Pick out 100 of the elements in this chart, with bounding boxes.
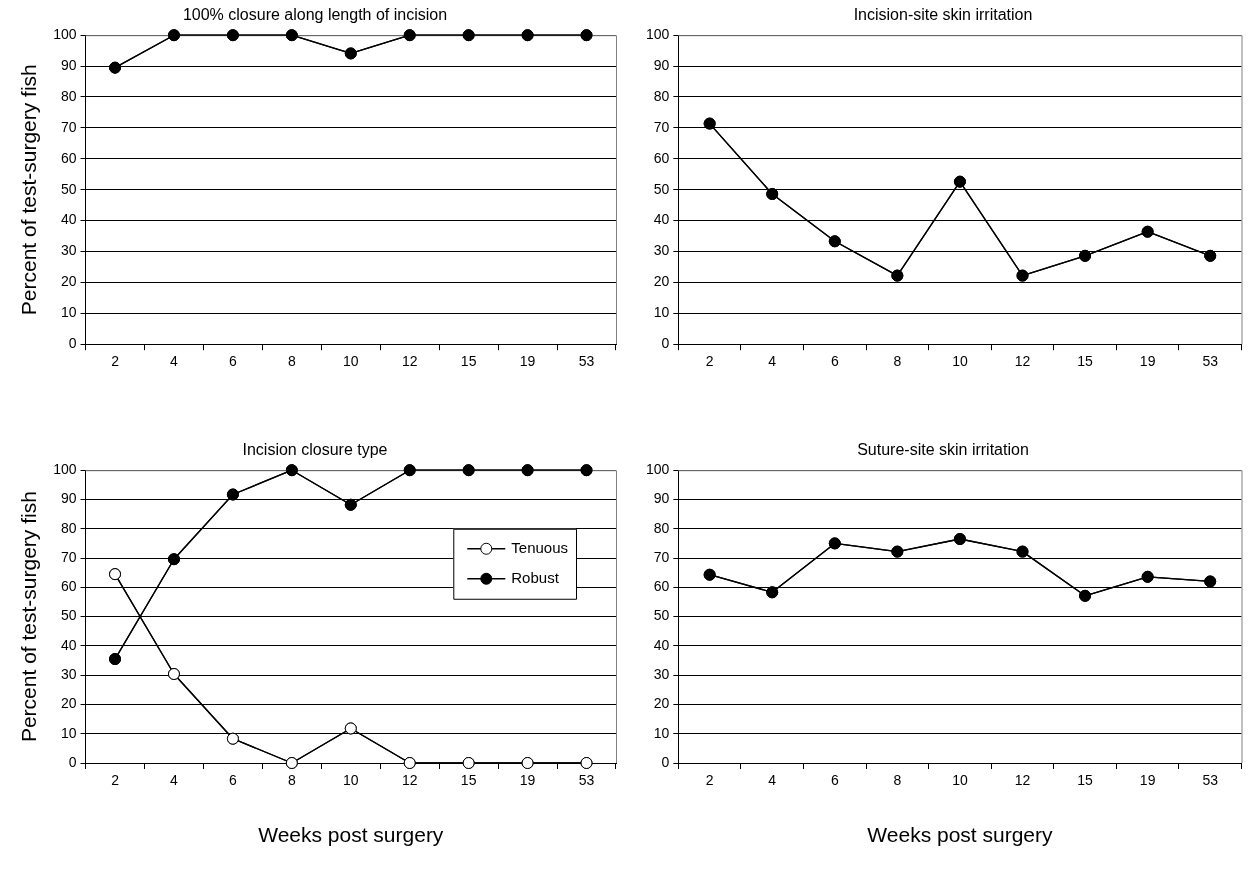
x-tick-label: 4 <box>768 772 777 789</box>
point <box>828 235 841 248</box>
y-tick-label: 30 <box>653 242 670 259</box>
point <box>521 757 534 769</box>
chart-title: Suture-site skin irritation <box>857 441 1029 459</box>
point <box>109 653 122 666</box>
point <box>1016 545 1029 558</box>
point <box>462 29 475 42</box>
y-axis-title: Percent of test-surgery fish <box>17 491 41 743</box>
point <box>167 667 180 680</box>
y-tick-label: 0 <box>661 335 670 352</box>
y-tick-label: 30 <box>60 242 77 259</box>
x-tick-label: 12 <box>401 772 418 789</box>
point <box>766 586 779 599</box>
y-tick-label: 80 <box>653 87 670 104</box>
point <box>403 757 416 769</box>
x-tick-label: 19 <box>519 772 536 789</box>
x-tick-label: 19 <box>1139 772 1156 789</box>
y-tick-label: 30 <box>60 666 77 683</box>
point <box>285 29 298 42</box>
x-tick-label: 8 <box>287 353 296 370</box>
y-tick-label: 100 <box>646 461 670 478</box>
point <box>462 757 475 769</box>
point <box>344 47 357 60</box>
x-axis-title: Weeks post surgery <box>867 823 1054 847</box>
chart-title: Incision closure type <box>242 441 388 459</box>
point <box>891 545 904 558</box>
point <box>167 29 180 42</box>
point <box>521 29 534 42</box>
y-tick-label: 90 <box>653 490 670 507</box>
y-tick-label: 60 <box>60 578 77 595</box>
x-tick-label: 4 <box>768 353 777 370</box>
legend-label: Robust <box>511 568 560 586</box>
y-tick-label: 80 <box>60 519 77 536</box>
point <box>344 498 357 511</box>
point <box>891 269 904 282</box>
x-tick-label: 4 <box>170 772 179 789</box>
y-tick-label: 70 <box>653 548 670 565</box>
y-tick-label: 70 <box>60 548 77 565</box>
y-tick-label: 20 <box>60 695 77 712</box>
y-tick-label: 50 <box>653 607 670 624</box>
point <box>226 488 239 501</box>
y-tick-label: 90 <box>60 56 77 73</box>
point <box>1204 249 1217 262</box>
x-tick-label: 6 <box>830 353 839 370</box>
point <box>109 61 122 74</box>
x-tick-label: 4 <box>170 353 179 370</box>
y-tick-label: 40 <box>60 636 77 653</box>
y-tick-label: 60 <box>653 149 670 166</box>
y-tick-label: 10 <box>60 724 77 741</box>
point <box>766 188 779 201</box>
point <box>1016 269 1029 282</box>
y-tick-label: 0 <box>68 753 77 770</box>
y-tick-label: 0 <box>68 335 77 352</box>
y-tick-label: 50 <box>653 180 670 197</box>
x-tick-label: 53 <box>578 353 595 370</box>
point <box>953 175 966 188</box>
x-tick-label: 15 <box>460 772 477 789</box>
point <box>226 732 239 745</box>
y-tick-label: 90 <box>60 490 77 507</box>
y-tick-label: 80 <box>653 519 670 536</box>
x-tick-label: 8 <box>893 772 902 789</box>
x-tick-label: 2 <box>705 353 714 370</box>
point <box>109 568 122 581</box>
chart-title: 100% closure along length of incision <box>182 6 448 24</box>
x-tick-label: 12 <box>401 353 418 370</box>
point <box>1079 249 1092 262</box>
x-tick-label: 53 <box>578 772 595 789</box>
point <box>462 464 475 477</box>
x-tick-label: 10 <box>342 353 359 370</box>
x-tick-label: 10 <box>342 772 359 789</box>
x-tick-label: 19 <box>519 353 536 370</box>
point <box>285 464 298 477</box>
x-tick-label: 2 <box>705 772 714 789</box>
y-tick-label: 10 <box>653 724 670 741</box>
y-axis-title: Percent of test-surgery fish <box>17 64 41 316</box>
y-tick-label: 60 <box>653 578 670 595</box>
y-tick-label: 40 <box>653 211 670 228</box>
y-tick-label: 100 <box>53 461 77 478</box>
y-tick-label: 30 <box>653 666 670 683</box>
y-tick-label: 90 <box>653 56 670 73</box>
point <box>1204 575 1217 588</box>
point <box>167 553 180 566</box>
legend-label: Tenuous <box>511 538 569 556</box>
y-tick-label: 40 <box>653 636 670 653</box>
x-tick-label: 2 <box>111 353 120 370</box>
x-tick-label: 6 <box>229 353 237 370</box>
point <box>403 29 416 42</box>
x-tick-label: 8 <box>893 353 902 370</box>
y-tick-label: 80 <box>60 87 77 104</box>
x-tick-label: 10 <box>952 772 968 789</box>
y-tick-label: 50 <box>60 180 77 197</box>
point <box>521 464 534 477</box>
y-tick-label: 70 <box>653 118 670 135</box>
point <box>1141 225 1154 238</box>
point <box>580 757 593 769</box>
y-tick-label: 20 <box>60 273 77 290</box>
x-tick-label: 15 <box>1077 772 1094 789</box>
x-tick-label: 15 <box>460 353 477 370</box>
x-tick-label: 6 <box>830 772 839 789</box>
